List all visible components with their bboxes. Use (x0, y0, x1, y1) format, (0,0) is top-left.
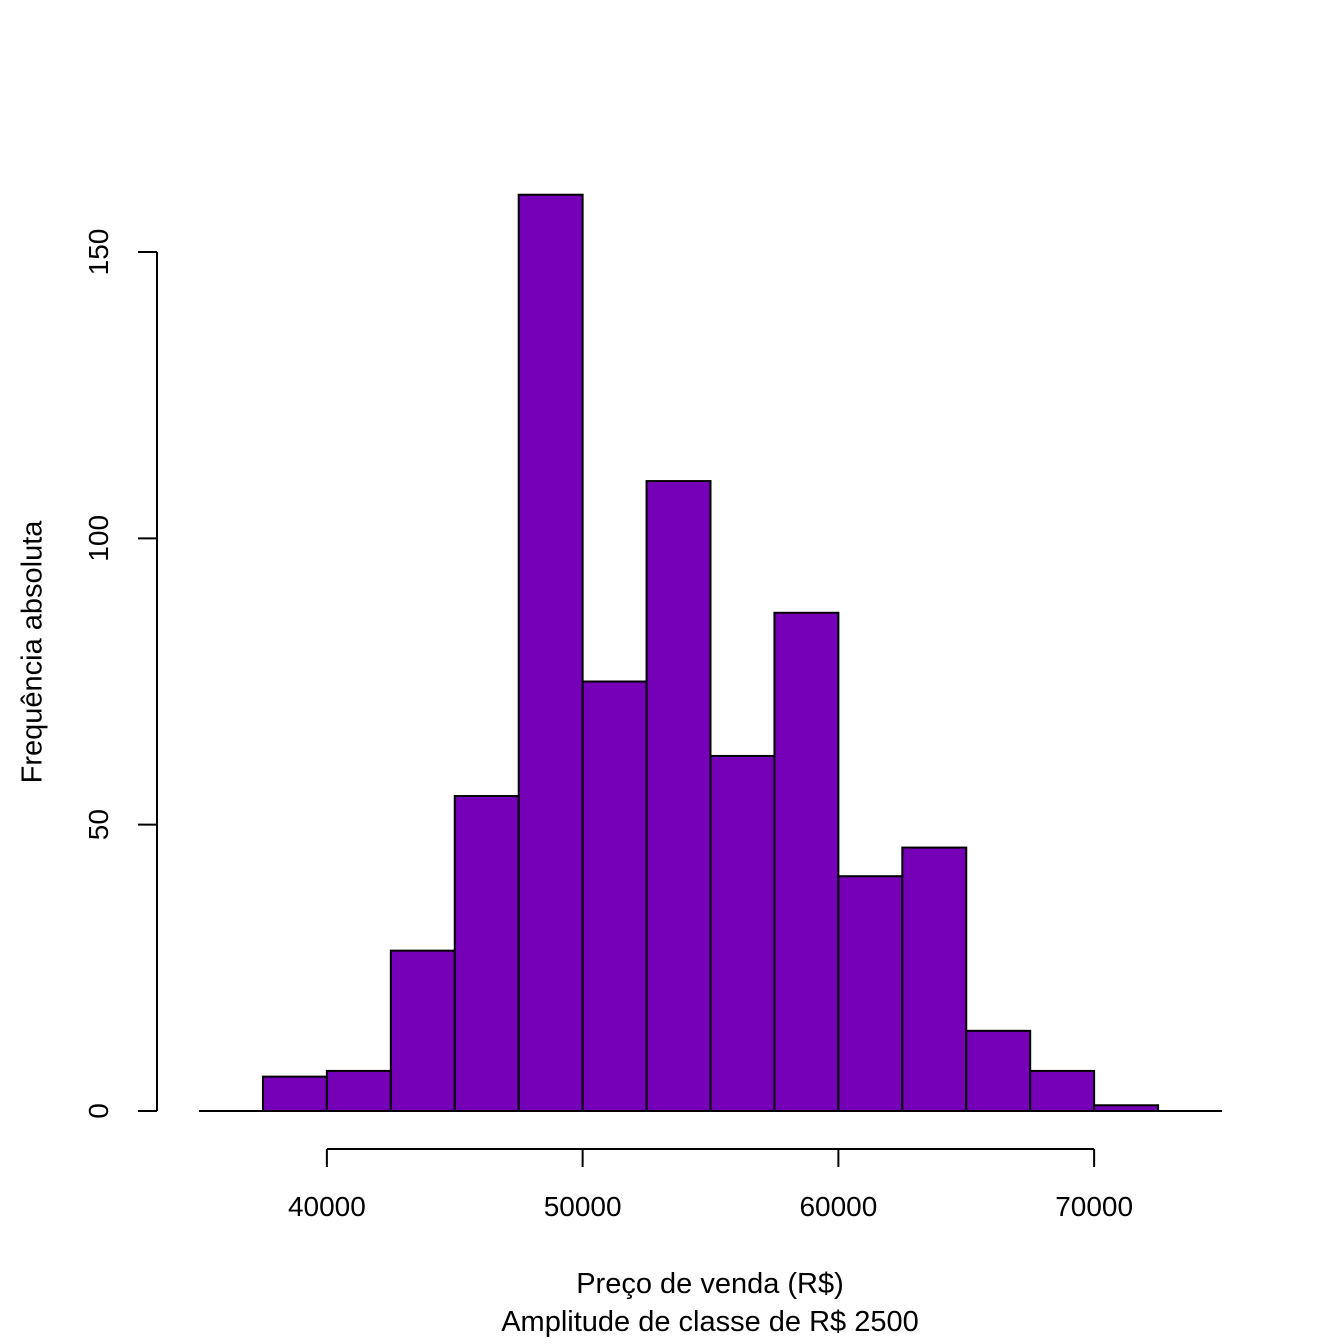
histogram-bar-9 (837, 875, 904, 1112)
histogram-bar-2 (389, 949, 456, 1112)
x-axis: 40000 50000 60000 70000 (288, 1148, 1133, 1222)
histogram-bar-8 (773, 611, 840, 1113)
bars-group (261, 193, 1160, 1113)
histogram-bar-11 (965, 1029, 1032, 1112)
x-tick-label-1: 50000 (544, 1191, 622, 1222)
y-tick-label-0: 0 (83, 1103, 114, 1119)
y-tick-label-3: 150 (83, 229, 114, 276)
x-axis-title: Preço de venda (R$) (576, 1268, 844, 1300)
y-axis: 0 50 100 150 (83, 229, 158, 1119)
histogram-bar-1 (325, 1069, 392, 1112)
histogram-bar-6 (645, 480, 712, 1113)
y-tick-label-1: 50 (83, 809, 114, 840)
x-tick-label-0: 40000 (288, 1191, 366, 1222)
histogram-bar-0 (261, 1075, 328, 1113)
histogram-bar-12 (1029, 1069, 1096, 1112)
x-tick-label-2: 60000 (799, 1191, 877, 1222)
histogram-bar-5 (581, 680, 648, 1112)
y-axis-title: Frequência absoluta (17, 520, 49, 784)
histogram-bar-7 (709, 754, 776, 1112)
x-tick-label-3: 70000 (1055, 1191, 1133, 1222)
histogram-bar-3 (453, 795, 520, 1112)
y-tick-label-2: 100 (83, 515, 114, 562)
x-axis-subtitle: Amplitude de classe de R$ 2500 (501, 1306, 919, 1338)
histogram-bar-4 (517, 193, 584, 1112)
histogram-bar-10 (901, 846, 968, 1112)
